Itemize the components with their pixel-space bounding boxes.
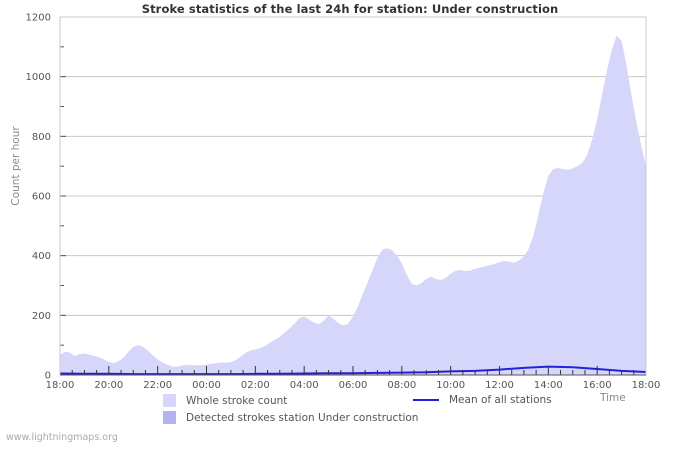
legend-label-mean-all-stations: Mean of all stations: [449, 394, 552, 406]
legend-label-detected-strokes: Detected strokes station Under construct…: [186, 411, 419, 424]
svg-text:0: 0: [45, 371, 51, 382]
svg-text:02:00: 02:00: [241, 380, 270, 391]
svg-text:18:00: 18:00: [46, 380, 75, 391]
svg-text:600: 600: [32, 192, 51, 203]
watermark-text: www.lightningmaps.org: [6, 432, 118, 443]
y-tick-labels: 0 200 400 600 800 1000 1200: [26, 13, 51, 382]
svg-text:00:00: 00:00: [192, 380, 221, 391]
svg-text:10:00: 10:00: [436, 380, 465, 391]
legend-swatch-mean-all-stations: [413, 399, 439, 401]
svg-text:400: 400: [32, 251, 51, 262]
svg-text:1200: 1200: [26, 13, 51, 24]
legend-item-whole-stroke-count: Whole stroke count: [163, 394, 287, 407]
svg-text:04:00: 04:00: [290, 380, 319, 391]
area-whole-stroke-count: [60, 35, 646, 375]
legend-item-mean-all-stations: Mean of all stations: [413, 394, 552, 406]
plot-frame: [59, 16, 647, 376]
svg-text:200: 200: [32, 311, 51, 322]
legend-swatch-detected-strokes: [163, 411, 176, 424]
chart-title: Stroke statistics of the last 24h for st…: [141, 2, 559, 16]
svg-text:800: 800: [32, 132, 51, 143]
legend-label-whole-stroke-count: Whole stroke count: [186, 394, 288, 407]
x-axis-title: Time: [600, 392, 626, 404]
svg-text:18:00: 18:00: [632, 380, 661, 391]
chart-legend: Whole stroke count Detected strokes stat…: [0, 394, 700, 428]
svg-text:16:00: 16:00: [583, 380, 612, 391]
x-tick-labels: 18:00 20:00 22:00 00:00 02:00 04:00 06:00 08:00…: [46, 380, 661, 391]
svg-text:20:00: 20:00: [94, 380, 123, 391]
legend-swatch-whole-stroke-count: [163, 394, 176, 407]
svg-text:12:00: 12:00: [485, 380, 514, 391]
svg-text:14:00: 14:00: [534, 380, 563, 391]
svg-text:22:00: 22:00: [143, 380, 172, 391]
legend-item-detected-strokes: Detected strokes station Under construct…: [163, 411, 418, 424]
y-tick-marks: [60, 16, 66, 376]
svg-text:1000: 1000: [26, 72, 51, 83]
svg-text:08:00: 08:00: [387, 380, 416, 391]
svg-text:06:00: 06:00: [339, 380, 368, 391]
